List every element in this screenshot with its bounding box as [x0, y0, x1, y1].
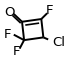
Text: O: O	[4, 6, 15, 19]
Text: F: F	[13, 45, 20, 58]
Text: Cl: Cl	[52, 36, 65, 49]
Text: F: F	[46, 4, 53, 17]
Text: F: F	[4, 27, 11, 41]
